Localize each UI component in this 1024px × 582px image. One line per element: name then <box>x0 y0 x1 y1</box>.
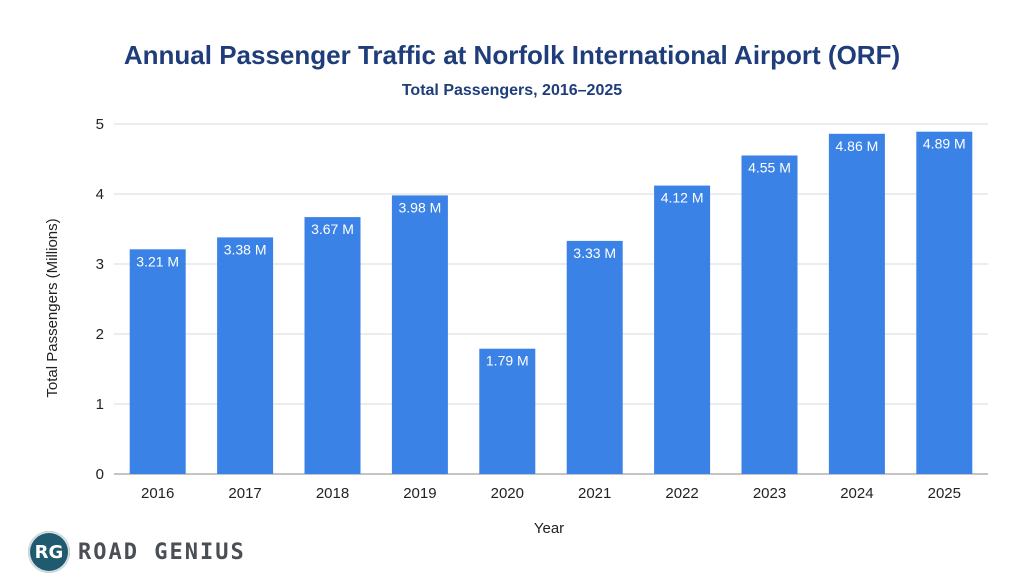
logo-wordmark: ROAD GENIUS <box>78 539 246 565</box>
y-tick-labels: 0 1 2 3 4 5 <box>96 116 104 483</box>
y-axis-title: Total Passengers (Millions) <box>44 218 61 397</box>
bar-2018 <box>304 217 361 474</box>
x-tick-label: 2022 <box>665 485 698 502</box>
bar-2016 <box>129 249 186 474</box>
y-tick-label: 4 <box>96 186 104 203</box>
bar-2023 <box>741 155 798 474</box>
data-label-2019: 3.98 M <box>398 199 441 215</box>
logo-badge-icon: RG <box>28 531 70 573</box>
x-tick-label: 2020 <box>491 485 524 502</box>
data-label-2017: 3.38 M <box>224 241 267 257</box>
x-tick-label: 2019 <box>403 485 436 502</box>
bar-2017 <box>217 237 274 474</box>
x-tick-label: 2016 <box>141 485 174 502</box>
road-genius-logo: RG ROAD GENIUS <box>28 530 246 574</box>
x-tick-label: 2025 <box>928 485 961 502</box>
x-tick-label: 2018 <box>316 485 349 502</box>
bars <box>129 131 973 475</box>
chart-title: Annual Passenger Traffic at Norfolk Inte… <box>123 40 901 70</box>
data-label-2020: 1.79 M <box>486 353 529 369</box>
data-label-2022: 4.12 M <box>661 190 704 206</box>
bar-2021 <box>566 240 623 474</box>
data-label-2025: 4.89 M <box>923 136 966 152</box>
chart-subtitle: Total Passengers, 2016–2025 <box>401 82 623 99</box>
bar-2020 <box>479 348 536 474</box>
x-tick-label: 2024 <box>840 485 873 502</box>
bar-labels: 3.21 M 3.38 M 3.67 M 3.98 M 1.79 M 3.33 M 4.12… <box>136 136 965 369</box>
y-tick-label: 0 <box>96 466 104 483</box>
data-label-2024: 4.86 M <box>835 138 878 154</box>
x-tick-label: 2023 <box>753 485 786 502</box>
data-label-2016: 3.21 M <box>136 253 179 269</box>
data-label-2023: 4.55 M <box>748 160 791 176</box>
y-tick-label: 5 <box>96 116 104 133</box>
data-label-2018: 3.67 M <box>311 221 354 237</box>
x-tick-label: 2021 <box>578 485 611 502</box>
x-tick-labels: 2016 2017 2018 2019 2020 2021 2022 2023 2024 2025 <box>141 485 961 502</box>
y-tick-label: 2 <box>96 326 104 343</box>
bar-2022 <box>654 185 711 474</box>
x-axis-title: Year <box>534 520 564 537</box>
bar-2019 <box>391 195 448 474</box>
bar-2025 <box>916 131 973 474</box>
y-tick-label: 3 <box>96 256 104 273</box>
bar-2024 <box>828 133 885 475</box>
x-tick-label: 2017 <box>228 485 261 502</box>
y-tick-label: 1 <box>96 396 104 413</box>
data-label-2021: 3.33 M <box>573 245 616 261</box>
